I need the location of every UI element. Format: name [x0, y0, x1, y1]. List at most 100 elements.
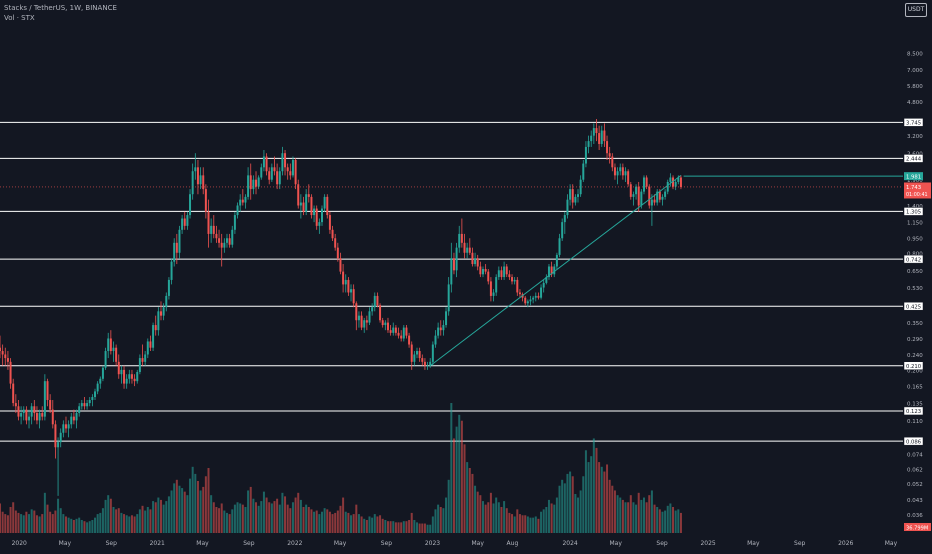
y-axis[interactable]: 8.5007.0005.8004.8003.2002.6001.9001.600…	[903, 52, 931, 532]
candle-body	[94, 391, 97, 398]
candle-body	[611, 156, 614, 168]
candle-body	[418, 351, 421, 359]
x-tick-label: 2021	[150, 540, 165, 547]
volume-bar	[202, 486, 205, 533]
candle-body	[215, 233, 218, 239]
volume-bar	[57, 498, 60, 533]
volume-bar	[489, 492, 492, 533]
volume-bar	[59, 508, 62, 533]
volume-bar	[225, 512, 228, 533]
volume-bar	[569, 471, 572, 533]
volume-bar	[629, 495, 632, 533]
candle-body	[284, 153, 287, 168]
volume-bar	[328, 511, 331, 533]
volume-bar	[125, 515, 128, 533]
candle-body	[384, 322, 387, 326]
volume-bar	[455, 426, 458, 533]
volume-bar	[133, 516, 136, 533]
candle-body	[653, 199, 656, 203]
y-tick-label: 3.200	[907, 134, 923, 140]
volume-bar	[276, 498, 279, 533]
volume-bar	[120, 512, 123, 533]
candle-body	[484, 269, 487, 272]
y-tick-label: 0.530	[907, 286, 923, 292]
volume-bar	[445, 497, 448, 533]
volume-bar	[49, 511, 52, 533]
volume-bar	[72, 520, 75, 533]
volume-bar	[289, 508, 292, 533]
volume-bar	[437, 504, 440, 533]
volume-bar	[115, 509, 118, 533]
volume-bar	[175, 479, 178, 533]
candle-body	[677, 177, 680, 182]
volume-bar	[107, 495, 110, 533]
candle-body	[62, 424, 65, 433]
candle-body	[558, 238, 561, 255]
candle-body	[99, 378, 102, 384]
volume-bar	[450, 403, 453, 533]
candle-body	[162, 307, 165, 316]
volume-bar	[191, 466, 194, 533]
volume-bar	[315, 510, 318, 533]
candle-body	[276, 171, 279, 185]
candle-body	[629, 184, 632, 197]
candle-body	[334, 238, 337, 248]
candle-body	[679, 177, 682, 187]
candle-body	[423, 361, 426, 366]
volume-bar	[627, 502, 630, 533]
volume-bar	[553, 504, 556, 533]
candle-body	[360, 315, 363, 328]
candle-body	[149, 341, 152, 348]
volume-bar	[674, 510, 677, 533]
candle-body	[305, 194, 308, 212]
currency-button[interactable]: USDT	[905, 3, 927, 17]
candle-body	[516, 279, 519, 293]
candle-body	[289, 171, 292, 176]
candle-body	[115, 347, 118, 362]
x-axis[interactable]: 2020 May Sep 2021 May Sep 2022 May Sep 2023 May Aug…	[12, 540, 898, 547]
volume-bar	[14, 510, 17, 533]
volume-bar	[236, 502, 239, 533]
volume-bar	[595, 447, 598, 533]
candle-body	[563, 215, 566, 223]
volume-bar	[666, 505, 669, 533]
candle-body	[265, 156, 268, 172]
candle-body	[627, 171, 630, 185]
volume-bar	[149, 509, 152, 533]
volume-bar	[28, 514, 31, 533]
candle-body	[574, 196, 577, 203]
volume-bar	[6, 515, 9, 533]
volume-bar	[577, 497, 580, 533]
candle-body	[511, 277, 514, 282]
x-tick-label: May	[472, 540, 485, 547]
symbol-title[interactable]: Stacks / TetherUS, 1W, BINANCE	[4, 4, 117, 12]
level-label: 3.745	[906, 121, 921, 127]
volume-bar	[281, 492, 284, 533]
volume-bar	[233, 504, 236, 533]
volume-bar	[471, 473, 474, 533]
candle-body	[529, 299, 532, 302]
candle-body	[294, 159, 297, 185]
volume-bar	[429, 524, 432, 533]
candle-body	[315, 208, 318, 226]
candle-body	[416, 351, 419, 355]
candle-body	[183, 218, 186, 226]
candle-body	[78, 406, 81, 414]
volume-bar	[159, 499, 162, 533]
candle-body	[159, 311, 162, 316]
x-tick-label: 2026	[838, 540, 853, 547]
volume-bar	[661, 511, 664, 533]
x-tick-label: Sep	[381, 540, 393, 547]
current-price-label: 1.743	[906, 185, 921, 191]
volume-bar	[516, 509, 519, 533]
candle-body	[202, 175, 205, 190]
volume-bar	[677, 509, 680, 533]
volume-bar	[413, 520, 416, 533]
candle-body	[207, 211, 210, 234]
volume-bar	[273, 501, 276, 533]
volume-bar	[386, 521, 389, 533]
candle-body	[455, 247, 458, 271]
candle-body	[518, 292, 521, 295]
candle-body	[125, 378, 128, 384]
